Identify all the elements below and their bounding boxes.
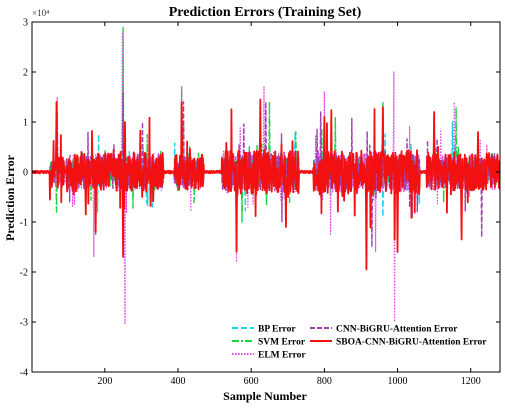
chart-title: Prediction Errors (Training Set) (169, 5, 362, 20)
y-tick-label: -3 (20, 318, 28, 329)
x-tick-label: 600 (244, 376, 259, 387)
legend-label: CNN-BiGRU-Attention Error (336, 325, 458, 335)
x-axis-label: Sample Number (223, 389, 307, 403)
y-tick-label: -4 (20, 368, 28, 379)
plot-frame (31, 21, 501, 373)
y-tick-label: -1 (20, 218, 28, 229)
x-tick-label: 800 (317, 376, 332, 387)
series-layer (32, 26, 500, 326)
legend: BP Error SVM Error ELM Error CNN-BiGRU-Atte… (232, 325, 487, 361)
y-tick-label: 3 (23, 18, 28, 29)
x-tick-label: 400 (170, 376, 185, 387)
y-multiplier: ×10⁴ (32, 8, 49, 18)
y-tick-label: 2 (23, 68, 28, 79)
legend-label: SBOA-CNN-BiGRU-Attention Error (336, 338, 487, 348)
y-axis-label: Prediction Error (3, 154, 17, 241)
x-tick-label: 200 (97, 376, 112, 387)
series-line-sboa-cnn-bigru-attention-error (32, 98, 500, 271)
ticks-layer: -4 -3 -2 -1 0 1 2 3 200 400 600 800 1000 1200 (20, 18, 500, 387)
x-tick-label: 1200 (461, 376, 481, 387)
y-tick-label: 1 (23, 118, 28, 129)
y-tick-label: -2 (20, 268, 28, 279)
y-tick-label: 0 (23, 168, 28, 179)
legend-label: BP Error (258, 325, 296, 335)
x-tick-label: 1000 (388, 376, 408, 387)
legend-label: SVM Error (258, 338, 306, 348)
legend-label: ELM Error (258, 351, 306, 361)
